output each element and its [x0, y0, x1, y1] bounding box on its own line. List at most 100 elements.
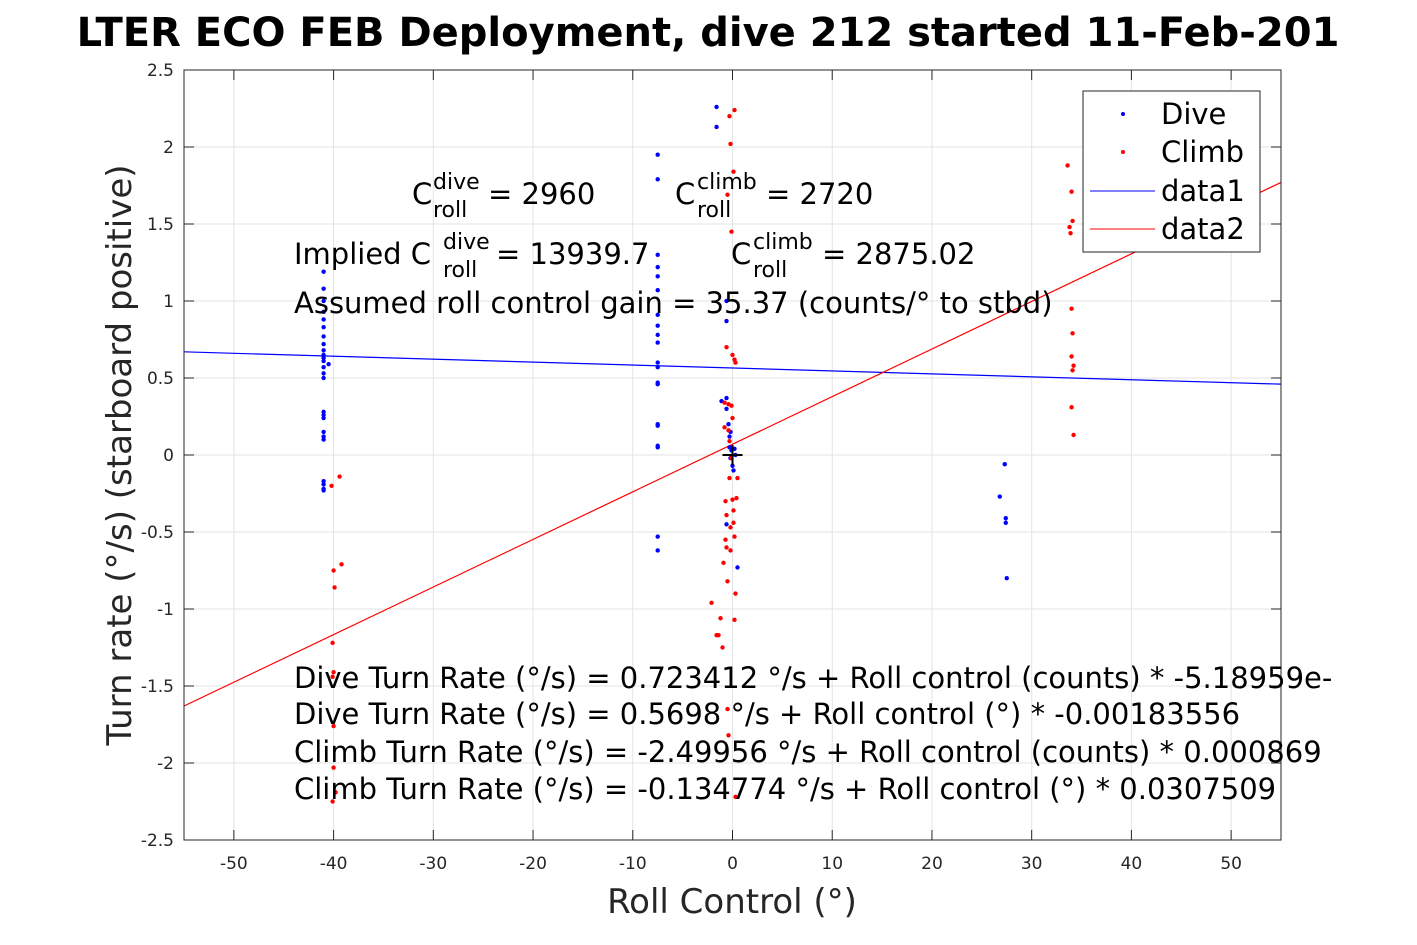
point-climb — [724, 512, 729, 518]
point-climb — [731, 520, 736, 525]
data-points — [321, 104, 1076, 804]
point-climb — [1070, 368, 1075, 373]
point-dive — [321, 365, 326, 370]
point-climb — [729, 229, 734, 234]
point-climb — [733, 794, 738, 800]
y-tick-label: 2.5 — [147, 61, 174, 81]
point-climb — [728, 141, 733, 147]
point-dive — [655, 332, 660, 338]
point-dive — [655, 365, 660, 370]
point-dive — [321, 286, 326, 291]
point-climb — [724, 345, 729, 350]
point-climb — [732, 617, 737, 622]
point-climb — [1069, 306, 1074, 311]
annotation-fit-2: Dive Turn Rate (°/s) = 0.5698 °/s + Roll… — [294, 697, 1240, 731]
point-dive — [724, 318, 729, 324]
point-climb — [721, 560, 726, 565]
point-climb — [720, 645, 725, 650]
legend-data2-label: data2 — [1161, 212, 1245, 246]
svg-text:roll: roll — [753, 258, 787, 283]
point-climb — [728, 548, 733, 553]
point-climb — [1069, 405, 1074, 410]
point-climb — [728, 525, 733, 530]
point-dive — [655, 422, 660, 427]
y-tick-label: -1 — [157, 600, 174, 620]
point-dive — [1003, 520, 1008, 525]
point-climb — [331, 568, 336, 573]
point-climb — [729, 403, 734, 408]
point-climb — [722, 400, 727, 405]
x-tick-label: -30 — [419, 854, 447, 874]
legend-data1-label: data1 — [1161, 174, 1245, 208]
point-dive — [724, 298, 729, 304]
point-climb — [724, 545, 729, 550]
svg-text:roll: roll — [433, 198, 467, 223]
legend-dive-marker — [1121, 112, 1125, 116]
legend-climb-marker — [1121, 150, 1125, 154]
point-dive — [735, 565, 740, 570]
svg-text:C: C — [731, 237, 751, 271]
point-climb — [331, 765, 336, 770]
point-dive — [655, 360, 660, 365]
point-dive — [321, 434, 326, 439]
y-tick-label: -0.5 — [141, 523, 174, 543]
point-dive — [997, 494, 1002, 499]
point-dive — [321, 309, 326, 314]
svg-text:roll: roll — [697, 198, 731, 223]
legend-box — [1082, 90, 1261, 253]
point-climb — [339, 562, 344, 567]
svg-text:climb: climb — [753, 230, 813, 255]
point-climb — [1069, 354, 1074, 359]
point-climb — [727, 438, 732, 444]
point-dive — [321, 348, 326, 353]
annotation-implied-dive: Implied C dive roll = 13939.7 — [294, 230, 649, 283]
point-dive — [321, 334, 326, 339]
y-tick-label: 0 — [163, 446, 174, 466]
point-climb — [331, 723, 336, 729]
y-tick-label: -2 — [157, 754, 174, 774]
point-dive — [321, 375, 326, 381]
point-climb — [1068, 231, 1073, 236]
point-dive — [1002, 462, 1007, 467]
point-dive — [655, 323, 660, 328]
point-dive — [724, 395, 729, 401]
point-dive — [727, 434, 732, 439]
annotation-fit-4: Climb Turn Rate (°/s) = -0.134774 °/s + … — [294, 772, 1276, 806]
series-line-data2 — [184, 181, 1281, 707]
point-climb — [726, 428, 731, 433]
series-line-data1 — [184, 351, 1281, 385]
point-climb — [734, 495, 739, 501]
x-tick-label: 50 — [1220, 854, 1242, 874]
point-dive — [321, 415, 326, 421]
point-dive — [655, 252, 660, 257]
annotation-c-climb: C climb roll = 2720 — [675, 170, 873, 223]
svg-text:= 2875.02: = 2875.02 — [822, 237, 975, 271]
point-dive — [321, 341, 326, 347]
point-climb — [1070, 331, 1075, 336]
annotation-fit-3: Climb Turn Rate (°/s) = -2.49956 °/s + R… — [294, 735, 1322, 769]
point-climb — [725, 192, 730, 197]
point-dive — [1004, 576, 1009, 581]
y-tick-label: 1.5 — [147, 215, 174, 235]
svg-text:dive: dive — [443, 230, 490, 255]
y-tick-label: 2 — [163, 138, 174, 158]
point-climb — [730, 497, 735, 502]
point-climb — [723, 537, 728, 542]
point-climb — [329, 483, 334, 488]
point-dive — [321, 352, 326, 358]
annotation-c-dive: C dive roll = 2960 — [412, 170, 595, 223]
point-climb — [723, 499, 728, 504]
svg-text:= 2960: = 2960 — [488, 177, 595, 211]
chart-title: LTER ECO FEB Deployment, dive 212 starte… — [77, 10, 1340, 56]
point-climb — [732, 534, 737, 539]
x-tick-label: 20 — [921, 854, 943, 874]
point-dive — [321, 355, 326, 361]
point-climb — [1067, 224, 1072, 230]
point-dive — [326, 361, 331, 367]
point-dive — [655, 264, 660, 270]
point-climb — [337, 474, 342, 479]
y-tick-label: -1.5 — [141, 677, 174, 697]
point-climb — [733, 360, 738, 365]
point-dive — [321, 409, 326, 415]
